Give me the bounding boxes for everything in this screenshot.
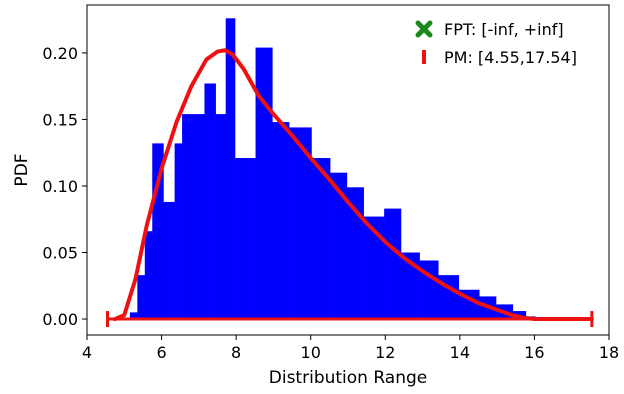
interval-markers <box>106 311 594 328</box>
histogram-bar <box>129 312 138 320</box>
x-tick-label: 14 <box>450 343 470 362</box>
histogram-bar <box>346 187 364 320</box>
histogram-bar <box>152 143 164 320</box>
x-axis-label: Distribution Range <box>269 368 427 388</box>
legend-label-fpt: FPT: [-inf, +inf] <box>444 20 564 39</box>
legend-label-pm: PM: [4.55,17.54] <box>444 48 577 67</box>
y-tick-label: 0.05 <box>42 244 78 263</box>
histogram-bar <box>272 122 290 320</box>
histogram-bar <box>193 114 205 320</box>
x-tick-label: 18 <box>599 343 619 362</box>
histogram-bar <box>174 143 183 320</box>
histogram-bar <box>163 201 175 320</box>
histogram-bar <box>255 47 273 320</box>
histogram-bar <box>235 158 256 320</box>
x-tick-label: 8 <box>231 343 241 362</box>
y-tick-label: 0.10 <box>42 177 78 196</box>
histogram-bar <box>137 275 146 320</box>
histogram-bar <box>289 127 312 320</box>
histogram-bars <box>129 18 536 320</box>
x-tick-label: 16 <box>524 343 544 362</box>
density-lines <box>112 48 594 322</box>
histogram-bar <box>384 208 402 320</box>
y-tick-label: 0.20 <box>42 44 78 63</box>
legend-marker-fpt-icon <box>415 20 433 38</box>
x-tick-label: 6 <box>156 343 166 362</box>
y-axis-label: PDF <box>12 153 32 186</box>
y-axis-ticks: 0.00 0.05 0.10 0.15 0.20 <box>42 44 87 329</box>
histogram-bar <box>363 216 385 320</box>
plot-frame <box>86 4 610 336</box>
x-tick-label: 12 <box>375 343 395 362</box>
series-line <box>112 48 594 322</box>
x-axis-ticks: 4 6 8 10 12 14 16 18 <box>82 335 619 362</box>
x-tick-label: 10 <box>301 343 321 362</box>
legend: FPT: [-inf, +inf] PM: [4.55,17.54] <box>415 20 577 67</box>
histogram-bar <box>204 83 216 320</box>
histogram-bar <box>419 260 439 320</box>
y-tick-label: 0.15 <box>42 110 78 129</box>
histogram-bar <box>311 158 331 320</box>
histogram-bar <box>182 114 194 320</box>
histogram-bar <box>225 18 236 320</box>
x-tick-label: 4 <box>82 343 92 362</box>
y-tick-label: 0.00 <box>42 310 78 329</box>
histogram-bar <box>215 114 227 320</box>
histogram-bar <box>144 231 153 320</box>
histogram-bar <box>330 172 348 320</box>
histogram-bar <box>400 252 420 320</box>
